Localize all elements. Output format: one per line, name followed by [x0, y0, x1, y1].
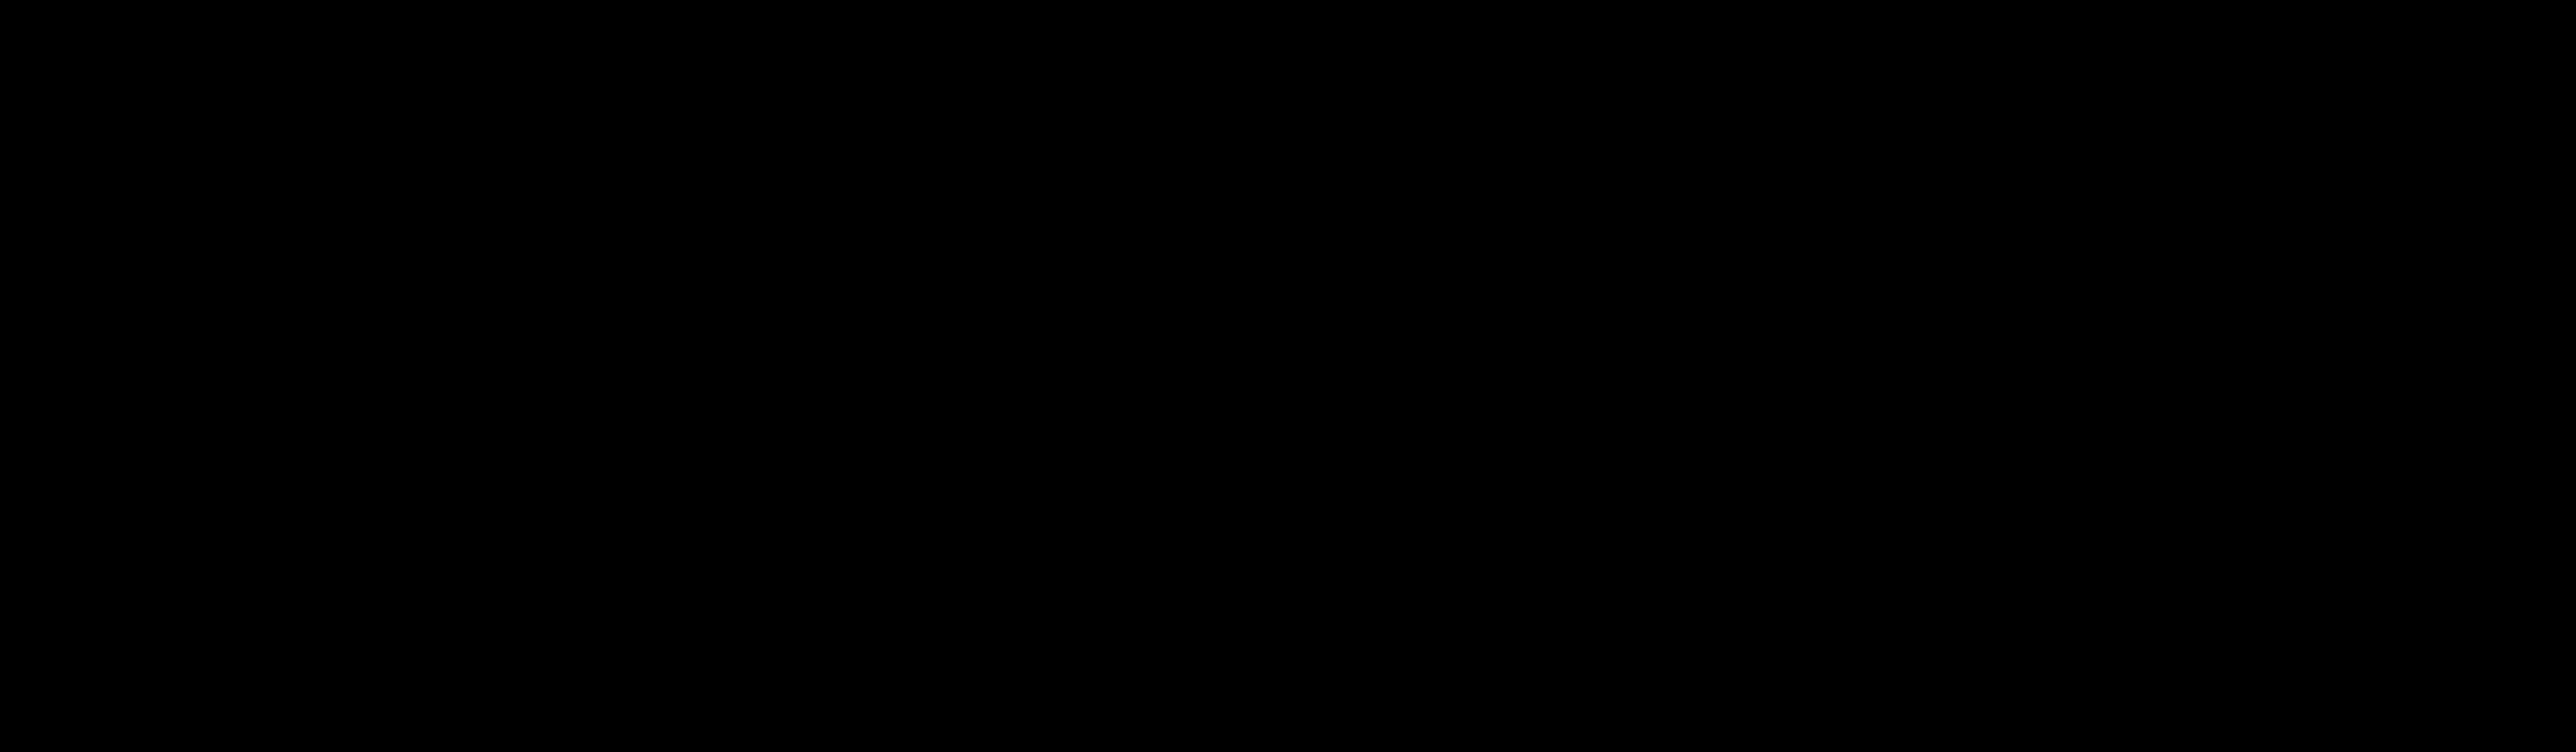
Text: 49.0: 49.0 [1437, 496, 1502, 523]
Text: GPT-4o: GPT-4o [278, 352, 381, 378]
Text: Gemini 1.5 Pro: Gemini 1.5 Pro [278, 424, 495, 450]
Text: 51.5: 51.5 [1777, 689, 1842, 715]
Text: 56.5: 56.5 [1437, 689, 1502, 715]
Text: 66.8: 66.8 [1777, 424, 1842, 450]
Text: 53.0: 53.0 [1437, 352, 1502, 378]
Text: 39.0: 39.0 [1777, 569, 1842, 595]
Text: Input: Input [762, 98, 840, 124]
Text: 88.5: 88.5 [1092, 496, 1154, 523]
Text: image: image [757, 316, 845, 342]
Text: 89.0: 89.0 [1092, 689, 1154, 715]
Text: 40.5: 40.5 [2123, 280, 2187, 306]
Text: 65.0: 65.0 [1777, 352, 1842, 378]
Text: 49.0: 49.0 [2123, 352, 2187, 378]
Text: shuffled: shuffled [742, 569, 858, 595]
Text: video: video [762, 632, 840, 659]
Text: 37.5: 37.5 [1437, 280, 1502, 306]
Text: 82.0: 82.0 [1092, 569, 1154, 595]
Text: 50.0: 50.0 [2123, 424, 2187, 450]
Text: 58.5: 58.5 [1437, 424, 1502, 450]
Text: VideoChat2: VideoChat2 [278, 496, 446, 523]
Text: 51.0: 51.0 [2123, 689, 2187, 715]
Text: 64.5: 64.5 [1437, 632, 1502, 659]
Text: 54.5: 54.5 [1777, 632, 1842, 659]
Text: 44.0: 44.0 [1777, 280, 1842, 306]
Text: video: video [762, 496, 840, 523]
Text: VideoChat2: VideoChat2 [278, 569, 446, 595]
Text: 76.5: 76.5 [1092, 280, 1154, 306]
Text: 25.0: 25.0 [2123, 209, 2187, 236]
Text: 49.5: 49.5 [2123, 496, 2187, 523]
Text: Episodic
Reasoning: Episodic Reasoning [1734, 82, 1883, 140]
Text: 89.5: 89.5 [1092, 632, 1154, 659]
Text: video: video [762, 424, 840, 450]
Text: 25.0: 25.0 [1437, 209, 1502, 236]
Text: 84.0: 84.0 [1092, 352, 1154, 378]
Text: Fine-grained
Pose: Fine-grained Pose [1378, 82, 1561, 140]
Text: shuffled: shuffled [742, 689, 858, 715]
Text: 46.0: 46.0 [1437, 569, 1502, 595]
Text: 48.5: 48.5 [2123, 632, 2187, 659]
Text: 38.5: 38.5 [1777, 496, 1842, 523]
Text: 93.3: 93.3 [1092, 424, 1154, 450]
Text: Random: Random [278, 209, 399, 236]
Text: 25.0: 25.0 [1092, 209, 1154, 236]
Text: 20.0: 20.0 [1777, 209, 1842, 236]
Text: Scene
Transition: Scene Transition [1051, 82, 1198, 139]
Text: 50.0: 50.0 [2123, 569, 2187, 595]
Text: Tarsier-34B: Tarsier-34B [278, 632, 446, 659]
Text: Fine-grained
Action: Fine-grained Action [2063, 82, 2246, 140]
Text: Idefics3-8B: Idefics3-8B [278, 280, 440, 306]
Text: Tarsier-34B: Tarsier-34B [278, 689, 446, 715]
